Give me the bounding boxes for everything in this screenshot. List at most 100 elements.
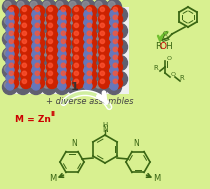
Text: R: R bbox=[180, 75, 184, 81]
Text: 1: 1 bbox=[71, 82, 79, 92]
Text: M: M bbox=[153, 174, 161, 183]
Circle shape bbox=[35, 15, 39, 19]
Circle shape bbox=[56, 49, 63, 56]
Circle shape bbox=[30, 1, 37, 8]
Circle shape bbox=[36, 25, 43, 32]
Circle shape bbox=[87, 23, 92, 28]
Circle shape bbox=[72, 77, 84, 88]
Circle shape bbox=[95, 1, 102, 8]
Circle shape bbox=[85, 61, 97, 73]
Circle shape bbox=[100, 56, 114, 70]
Circle shape bbox=[80, 64, 96, 78]
Circle shape bbox=[9, 23, 14, 28]
Circle shape bbox=[93, 15, 109, 30]
Circle shape bbox=[58, 34, 66, 42]
Circle shape bbox=[98, 22, 109, 33]
Circle shape bbox=[112, 29, 122, 40]
Circle shape bbox=[8, 22, 18, 33]
Text: + diverse assembles: + diverse assembles bbox=[46, 97, 134, 106]
Circle shape bbox=[8, 13, 18, 25]
Circle shape bbox=[101, 9, 108, 16]
Circle shape bbox=[8, 71, 24, 87]
Circle shape bbox=[98, 77, 109, 88]
Circle shape bbox=[21, 5, 32, 16]
Circle shape bbox=[9, 39, 14, 43]
Circle shape bbox=[82, 65, 89, 72]
Circle shape bbox=[114, 41, 121, 48]
Circle shape bbox=[112, 37, 122, 49]
Circle shape bbox=[43, 81, 50, 88]
Circle shape bbox=[80, 32, 96, 46]
Circle shape bbox=[48, 71, 52, 76]
Circle shape bbox=[21, 22, 32, 33]
Circle shape bbox=[6, 66, 14, 74]
Circle shape bbox=[87, 71, 92, 76]
Circle shape bbox=[100, 8, 114, 22]
Circle shape bbox=[34, 70, 45, 81]
Text: N: N bbox=[71, 139, 77, 148]
FancyArrowPatch shape bbox=[158, 32, 167, 40]
Circle shape bbox=[85, 22, 97, 33]
Circle shape bbox=[8, 5, 18, 16]
Circle shape bbox=[48, 47, 52, 52]
Circle shape bbox=[34, 77, 45, 88]
Circle shape bbox=[35, 55, 39, 60]
Circle shape bbox=[74, 71, 79, 76]
Circle shape bbox=[74, 8, 88, 22]
Circle shape bbox=[30, 17, 37, 24]
Circle shape bbox=[49, 25, 56, 32]
Circle shape bbox=[61, 31, 66, 36]
Circle shape bbox=[74, 23, 79, 28]
Circle shape bbox=[36, 41, 43, 48]
Circle shape bbox=[108, 33, 115, 40]
Circle shape bbox=[58, 82, 66, 90]
Circle shape bbox=[3, 15, 17, 30]
Circle shape bbox=[87, 40, 101, 54]
Circle shape bbox=[58, 66, 66, 74]
Circle shape bbox=[62, 41, 69, 48]
Circle shape bbox=[87, 39, 92, 43]
Text: N: N bbox=[102, 125, 108, 133]
Circle shape bbox=[58, 42, 66, 50]
Circle shape bbox=[17, 33, 24, 40]
Circle shape bbox=[42, 47, 56, 63]
Circle shape bbox=[48, 79, 52, 84]
Circle shape bbox=[85, 53, 97, 64]
Circle shape bbox=[29, 15, 43, 30]
Circle shape bbox=[16, 0, 30, 15]
Circle shape bbox=[59, 46, 71, 57]
Circle shape bbox=[21, 29, 32, 40]
Circle shape bbox=[84, 26, 92, 34]
Circle shape bbox=[108, 65, 115, 72]
Circle shape bbox=[6, 50, 14, 58]
Circle shape bbox=[72, 13, 84, 25]
Circle shape bbox=[6, 26, 14, 34]
Circle shape bbox=[62, 73, 69, 80]
Circle shape bbox=[8, 37, 18, 49]
Circle shape bbox=[67, 64, 83, 78]
Circle shape bbox=[43, 33, 50, 40]
Circle shape bbox=[62, 9, 69, 16]
Circle shape bbox=[95, 33, 102, 40]
Circle shape bbox=[22, 55, 26, 60]
Circle shape bbox=[60, 56, 76, 70]
Circle shape bbox=[72, 5, 84, 16]
Circle shape bbox=[30, 33, 37, 40]
Circle shape bbox=[48, 39, 52, 43]
Circle shape bbox=[3, 64, 17, 78]
Circle shape bbox=[80, 15, 96, 30]
Circle shape bbox=[72, 61, 84, 73]
Circle shape bbox=[35, 23, 39, 28]
Circle shape bbox=[48, 55, 52, 60]
Circle shape bbox=[113, 71, 118, 76]
Text: M = Zn: M = Zn bbox=[15, 115, 51, 123]
Circle shape bbox=[100, 40, 114, 54]
Circle shape bbox=[113, 7, 118, 12]
Circle shape bbox=[36, 57, 43, 64]
Circle shape bbox=[21, 37, 32, 49]
Circle shape bbox=[100, 63, 105, 67]
Circle shape bbox=[56, 1, 63, 8]
Circle shape bbox=[35, 47, 39, 52]
Circle shape bbox=[113, 71, 127, 87]
Circle shape bbox=[22, 47, 26, 52]
